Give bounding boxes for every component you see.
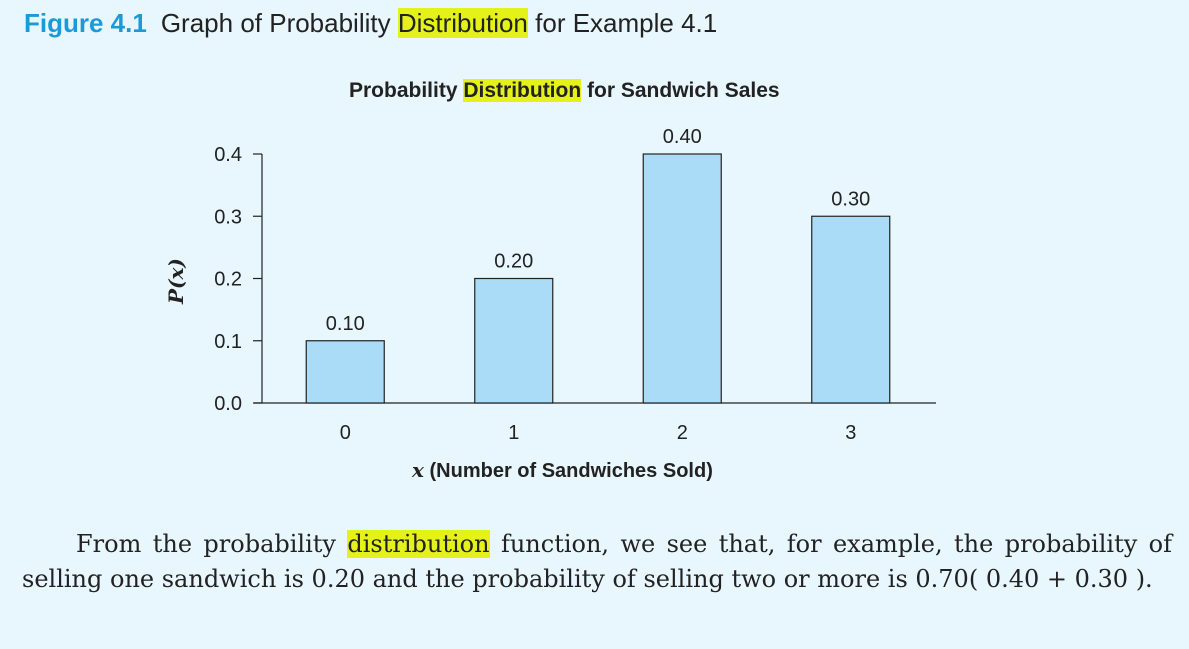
bar xyxy=(305,340,385,404)
paragraph-text-before: From the probability xyxy=(76,530,348,558)
bar-value-label: 0.10 xyxy=(326,313,365,335)
figure-number: Figure 4.1 xyxy=(24,8,147,38)
chart-title-before: Probability xyxy=(349,79,464,102)
y-tick-label: 0.3 xyxy=(214,206,242,228)
x-axis-label-variable: x xyxy=(412,458,424,482)
x-tick-label: 1 xyxy=(508,422,519,444)
x-tick-label: 3 xyxy=(845,422,856,444)
y-tick-label: 0.4 xyxy=(214,144,242,166)
body-paragraph: From the probability distribution functi… xyxy=(22,527,1172,597)
paragraph-highlight: distribution xyxy=(347,530,490,558)
y-tick-label: 0.2 xyxy=(214,269,242,291)
bar-value-label: 0.40 xyxy=(663,126,702,148)
y-axis-label: P(x) xyxy=(164,258,188,304)
x-tick-label: 2 xyxy=(677,422,688,444)
bar xyxy=(642,153,722,404)
chart-title-highlight: Distribution xyxy=(463,79,582,102)
figure-caption-after: for Example 4.1 xyxy=(527,8,718,38)
figure-caption: Figure 4.1 Graph of Probability Distribut… xyxy=(24,8,717,39)
x-tick-label: 0 xyxy=(340,422,351,444)
bar xyxy=(811,215,891,404)
paragraph-text-after: function, we see that, for example, the … xyxy=(22,530,1172,593)
figure-caption-highlight: Distribution xyxy=(397,8,528,38)
bar-value-label: 0.20 xyxy=(494,251,533,273)
x-axis-label: x (Number of Sandwiches Sold) xyxy=(412,458,713,483)
figure-caption-before: Graph of Probability xyxy=(160,8,398,38)
chart-title-after: for Sandwich Sales xyxy=(581,79,780,102)
x-axis-label-text: (Number of Sandwiches Sold) xyxy=(423,460,713,482)
bar xyxy=(474,277,554,404)
y-tick-label: 0.0 xyxy=(214,393,242,415)
bar-value-label: 0.30 xyxy=(831,188,870,210)
y-tick-label: 0.1 xyxy=(214,331,242,353)
